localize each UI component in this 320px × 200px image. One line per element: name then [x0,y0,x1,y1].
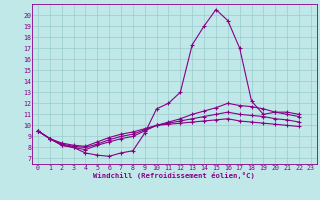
X-axis label: Windchill (Refroidissement éolien,°C): Windchill (Refroidissement éolien,°C) [93,172,255,179]
